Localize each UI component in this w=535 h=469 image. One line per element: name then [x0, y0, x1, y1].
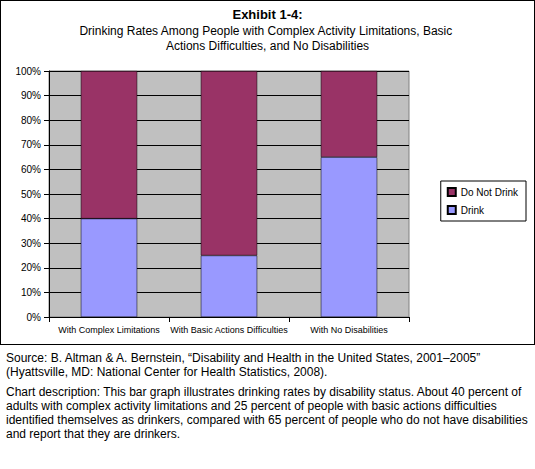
- html-text:Chart description: This bar gr: Chart description: This bar graph illust…: [6, 385, 528, 441]
- svg-text:100%: 100%: [15, 66, 41, 77]
- svg-text:20%: 20%: [21, 262, 41, 273]
- svg-text:60%: 60%: [21, 164, 41, 175]
- svg-text:10%: 10%: [21, 287, 41, 298]
- svg-text:With Complex Limitations: With Complex Limitations: [58, 325, 160, 335]
- svg-text:With Basic Actions Difficultie: With Basic Actions Difficulties: [170, 325, 288, 335]
- svg-text:70%: 70%: [21, 139, 41, 150]
- svg-text:With No Disabilities: With No Disabilities: [310, 325, 388, 335]
- svg-text:Drinking Rates Among People wi: Drinking Rates Among People with Complex…: [79, 24, 455, 38]
- svg-text:Do Not Drink: Do Not Drink: [461, 187, 519, 198]
- svg-text:30%: 30%: [21, 238, 41, 249]
- svg-text:0%: 0%: [27, 312, 42, 323]
- svg-text:50%: 50%: [21, 189, 41, 200]
- svg-text:80%: 80%: [21, 115, 41, 126]
- svg-text:Exhibit 1-4:: Exhibit 1-4:: [232, 7, 302, 22]
- html-text:Source: B. Altman & A. Bernste: Source: B. Altman & A. Bernstein, “Disab…: [6, 351, 481, 379]
- svg-text:90%: 90%: [21, 90, 41, 101]
- svg-text:Drink: Drink: [461, 205, 485, 216]
- svg-text:Actions Difficulties, and No D: Actions Difficulties, and No Disabilitie…: [166, 39, 369, 53]
- svg-text:40%: 40%: [21, 213, 41, 224]
